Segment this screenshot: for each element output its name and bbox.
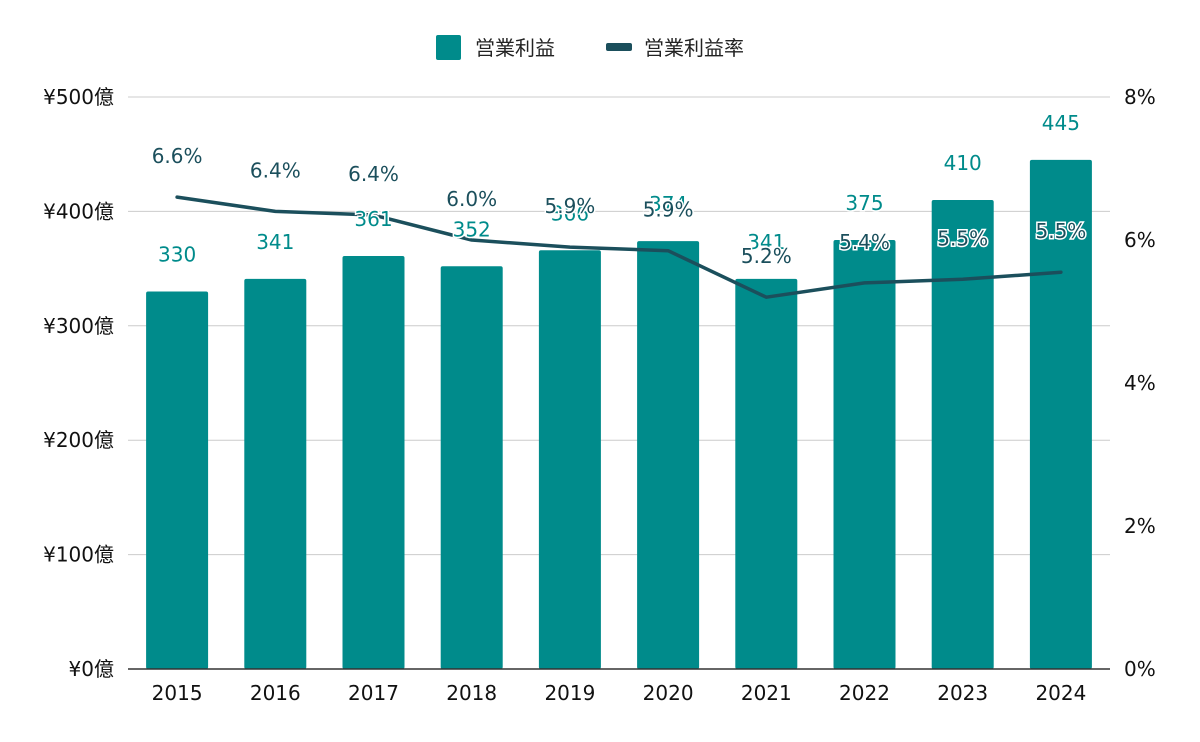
bar-2024 (1029, 159, 1092, 670)
bar-value-label: 410 (944, 151, 982, 175)
bar-2016 (244, 278, 307, 669)
line-value-label: 6.0% (446, 187, 497, 211)
bar-value-label: 374 (649, 192, 687, 216)
right-axis-tick-label: 4% (1124, 371, 1156, 395)
bar-2015 (146, 291, 209, 669)
bar-value-label: 330 (158, 242, 196, 266)
x-axis-tick-label: 2015 (152, 681, 203, 705)
left-axis-tick-label: ¥300億 (43, 314, 114, 338)
legend-bar-label: 営業利益 (475, 36, 555, 60)
left-axis: ¥0億 ¥100億 ¥200億 ¥300億 ¥400億 ¥500億 (43, 85, 114, 681)
bar-2017 (342, 256, 405, 669)
left-axis-tick-label: ¥400億 (43, 199, 114, 223)
bar-2021 (735, 278, 798, 669)
bar-value-label: 361 (354, 207, 392, 231)
right-axis-tick-label: 8% (1124, 85, 1156, 109)
left-axis-tick-label: ¥500億 (43, 85, 114, 109)
right-axis: 0% 2% 4% 6% 8% (1124, 85, 1156, 681)
line-value-label: 5.9% (643, 198, 694, 222)
x-axis-tick-label: 2023 (937, 681, 988, 705)
line-value-label: 6.6% (152, 144, 203, 168)
x-axis-tick-label: 2017 (348, 681, 399, 705)
bar-2022 (833, 240, 896, 669)
legend: 営業利益 営業利益率 (436, 35, 744, 60)
x-axis-tick-label: 2022 (839, 681, 890, 705)
left-axis-tick-label: ¥200億 (43, 428, 114, 452)
x-axis-tick-label: 2018 (446, 681, 497, 705)
bar-value-label: 352 (453, 217, 491, 241)
bar-value-label: 366 (551, 201, 589, 225)
operating-margin-line (175, 195, 1063, 299)
line-series (175, 195, 1063, 299)
bar-value-label: 341 (256, 230, 294, 254)
left-axis-tick-label: ¥100億 (43, 543, 114, 567)
bar-2018 (440, 266, 503, 669)
legend-bar-swatch (436, 35, 461, 60)
bar-value-label: 341 (747, 230, 785, 254)
right-axis-tick-label: 2% (1124, 514, 1156, 538)
legend-line-label: 営業利益率 (644, 36, 744, 60)
bar-2023 (931, 199, 994, 669)
bar-value-label: 375 (845, 191, 883, 215)
line-value-label: 6.4% (348, 162, 399, 186)
bar-2020 (637, 241, 700, 670)
line-value-label: 5.4% (839, 230, 890, 254)
x-axis-tick-label: 2021 (741, 681, 792, 705)
line-value-label: 5.5% (937, 226, 988, 250)
x-axis: 2015 2016 2017 2018 2019 2020 2021 2022 2023 2024 (152, 681, 1087, 705)
right-axis-tick-label: 6% (1124, 228, 1156, 252)
line-value-label: 5.5% (1035, 219, 1086, 243)
right-axis-tick-label: 0% (1124, 657, 1156, 681)
line-value-label: 5.2% (741, 244, 792, 268)
legend-line-swatch (606, 43, 632, 51)
x-axis-tick-label: 2016 (250, 681, 301, 705)
line-value-label: 6.4% (250, 158, 301, 182)
left-axis-tick-label: ¥0億 (69, 657, 114, 681)
x-axis-tick-label: 2024 (1035, 681, 1086, 705)
bar-series (146, 159, 1092, 670)
bar-data-labels: 330 341 361 352 366 374 341 375 410 445 (157, 109, 1082, 268)
x-axis-tick-label: 2019 (544, 681, 595, 705)
line-data-labels: 6.6% 6.4% 6.4% 6.0% 5.9% 5.9% 5.2% 5.4% 5.5% 5.5% (150, 143, 1088, 270)
line-value-label: 5.9% (544, 194, 595, 218)
bar-2019 (538, 250, 601, 669)
bar-value-label: 445 (1042, 111, 1080, 135)
x-axis-tick-label: 2020 (643, 681, 694, 705)
